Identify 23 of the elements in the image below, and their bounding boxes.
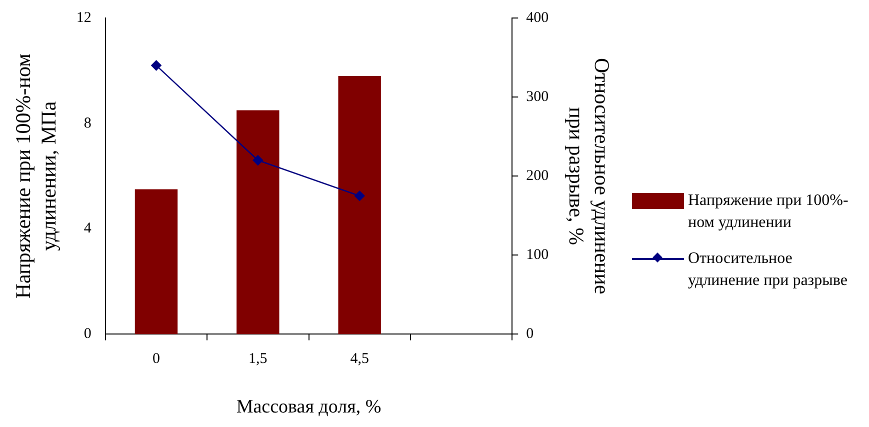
y2-tick-label: 400	[526, 10, 549, 26]
x-tick-label: 0	[152, 351, 160, 368]
y-tick-label: 12	[76, 10, 92, 26]
y2-tick-label: 0	[526, 326, 534, 342]
y2-tick-label: 300	[526, 88, 549, 105]
bar	[338, 76, 381, 334]
point	[151, 60, 162, 71]
y2-axis-title: Относительное удлинение при разрыве, %	[564, 58, 614, 294]
y-tick-label: 4	[84, 220, 92, 237]
bar	[134, 189, 178, 334]
point	[252, 155, 264, 166]
x-tick-label: 4,5	[350, 351, 369, 368]
y2-tick-label: 100	[526, 247, 549, 264]
bar	[236, 110, 280, 334]
legend-label: Напряжение при 100%-ном удлинении	[688, 191, 850, 233]
x-axis-title: Массовая доля, %	[236, 396, 382, 418]
y-tick-label: 0	[84, 326, 92, 342]
legend-label: Относительное удлинение при разрыве	[688, 249, 848, 291]
y2-tick-label: 200	[526, 168, 549, 184]
point	[354, 190, 365, 202]
y-tick-label: 8	[84, 115, 92, 132]
y-axis-title: Напряжение при 100%-ном удлинении, МПа	[11, 54, 60, 299]
x-tick-label: 1,5	[248, 351, 268, 368]
